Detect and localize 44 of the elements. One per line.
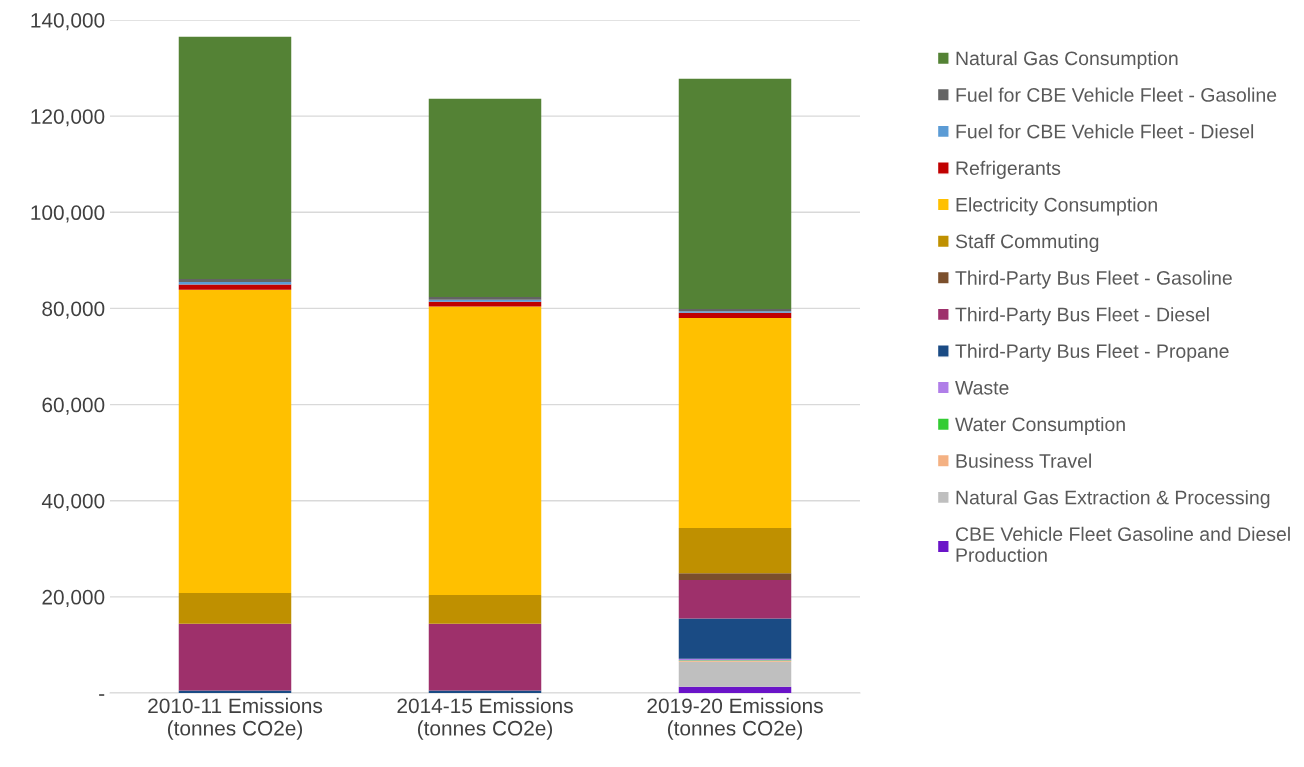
bar xyxy=(678,573,792,581)
y-tick-label: 20,000 xyxy=(42,589,105,608)
y-tick-label: 60,000 xyxy=(42,397,105,415)
legend-label: Staff Commuting xyxy=(955,233,1099,253)
bar xyxy=(178,36,292,280)
legend-label: CBE Vehicle Fleet Gasoline and Diesel Production xyxy=(955,526,1290,562)
bar xyxy=(178,623,292,691)
legend-label: Third-Party Bus Fleet - Gasoline xyxy=(955,270,1232,289)
y-tick-label: 120,000 xyxy=(31,109,105,127)
legend-label: Waste xyxy=(955,381,1009,395)
bar xyxy=(678,580,792,619)
y-tick-label: 100,000 xyxy=(31,205,105,223)
legend-label: Third-Party Bus Fleet - Diesel xyxy=(955,307,1209,326)
legend-label: Business Travel xyxy=(956,453,1091,468)
bar xyxy=(428,623,542,691)
y-tick-label: 80,000 xyxy=(42,301,105,319)
bar xyxy=(178,284,292,290)
legend-label: Water Consumption xyxy=(955,416,1125,436)
bar xyxy=(678,686,792,693)
x-tick-label: 2010-11 Emissions (tonnes CO2e) xyxy=(148,697,323,740)
bar xyxy=(678,528,792,574)
x-tick-label: 2014-15 Emissions (tonnes CO2e) xyxy=(397,697,573,740)
x-tick-label: 2019-20 Emissions (tonnes CO2e) xyxy=(647,697,823,740)
y-tick-label: 40,000 xyxy=(41,493,105,511)
bar xyxy=(178,289,292,594)
legend-label: Natural Gas Extraction & Processing xyxy=(956,490,1270,509)
legend-label: Refrigerants xyxy=(956,160,1061,179)
bar xyxy=(678,618,792,659)
legend-label: Fuel for CBE Vehicle Fleet - Diesel xyxy=(956,124,1254,139)
bar xyxy=(428,306,542,595)
bar xyxy=(678,661,792,687)
bar xyxy=(178,593,292,624)
bar xyxy=(678,312,792,319)
y-tick-label: 140,000 xyxy=(31,13,105,31)
bar xyxy=(678,318,792,529)
y-tick-label: - xyxy=(99,694,105,696)
legend-label: Fuel for CBE Vehicle Fleet - Gasoline xyxy=(956,87,1277,102)
bar xyxy=(428,98,542,297)
legend-label: Electricity Consumption xyxy=(956,197,1157,216)
bar xyxy=(428,301,542,307)
bar xyxy=(678,78,792,309)
bar xyxy=(428,594,542,624)
legend-label: Third-Party Bus Fleet - Propane xyxy=(955,343,1229,362)
legend-label: Natural Gas Consumption xyxy=(956,50,1178,70)
